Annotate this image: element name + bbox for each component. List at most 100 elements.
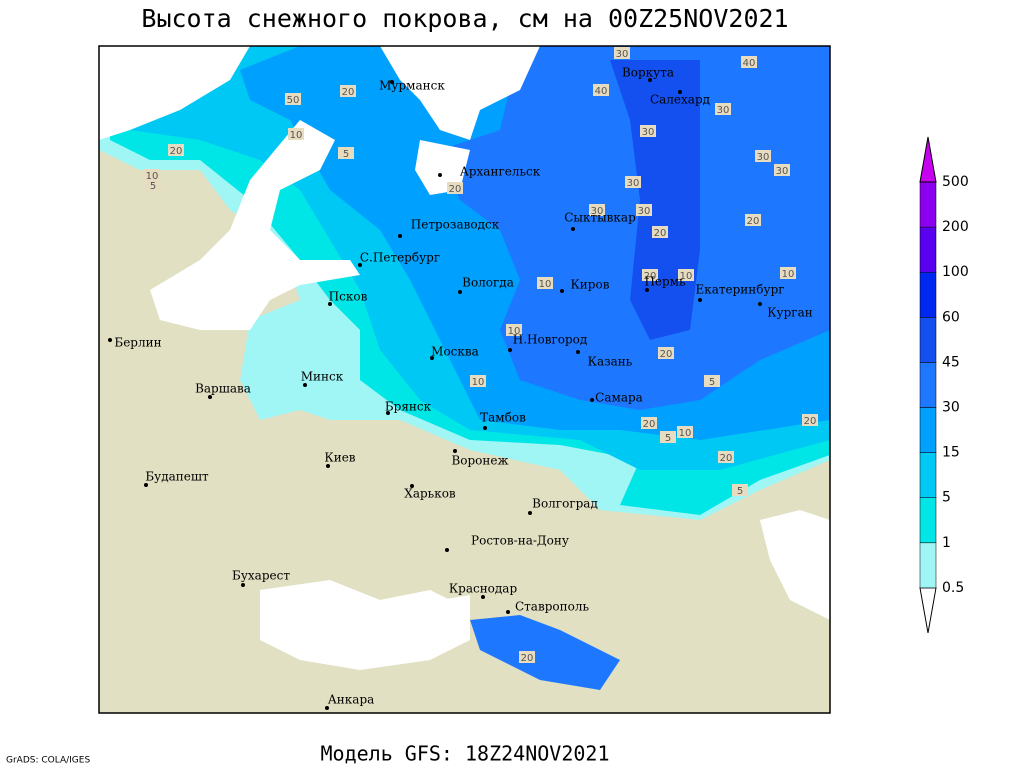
- city-dot: [648, 78, 652, 82]
- city-dot: [453, 449, 457, 453]
- legend-label: 0.5: [942, 580, 964, 596]
- contour-label: 30: [642, 127, 655, 138]
- contour-label-box: [678, 269, 694, 281]
- city-label: Пермь: [644, 275, 686, 289]
- city-dot: [678, 90, 682, 94]
- contour-label-box: [802, 414, 818, 426]
- city-dot: [325, 706, 329, 710]
- contour-label-box: [658, 347, 674, 359]
- city-label: Тамбов: [480, 411, 526, 425]
- city-label: Вологда: [462, 276, 514, 290]
- legend-label: 45: [942, 354, 960, 370]
- contour-label-box: [145, 179, 161, 191]
- city-label: Архангельск: [460, 165, 541, 179]
- contour-label: 30: [757, 152, 770, 163]
- city-dot: [483, 426, 487, 430]
- contour-label: 5: [665, 433, 671, 444]
- legend-label: 30: [942, 400, 960, 416]
- city-dot: [358, 263, 362, 267]
- legend-swatch: [919, 452, 937, 498]
- city-dot: [576, 350, 580, 354]
- city-dot: [590, 398, 594, 402]
- legend-swatch: [919, 542, 937, 589]
- city-label: Ростов-на-Дону: [471, 534, 569, 548]
- legend-swatch: [919, 407, 937, 453]
- credit: GrADS: COLA/IGES: [6, 756, 90, 766]
- map-frame: [98, 45, 831, 714]
- city-label: Краснодар: [449, 582, 518, 596]
- city-dot: [645, 288, 649, 292]
- city-dot: [481, 595, 485, 599]
- contour-label-box: [506, 324, 522, 336]
- contour-label: 30: [717, 105, 730, 116]
- city-dot: [571, 227, 575, 231]
- contour-label: 5: [343, 149, 349, 160]
- city-dot: [241, 583, 245, 587]
- legend-swatch: [919, 362, 937, 408]
- city-dot: [430, 356, 434, 360]
- contour-label-box: [745, 214, 761, 226]
- contour-label-box: [704, 375, 720, 387]
- title: Высота снежного покрова, см на 00Z25NOV2…: [141, 4, 788, 33]
- contour-label-box: [641, 417, 657, 429]
- legend-swatch: [919, 181, 937, 228]
- city-label: Киров: [571, 278, 610, 292]
- city-label: Москва: [431, 345, 479, 359]
- contour-label-box: [677, 426, 693, 438]
- contour-label-box: [755, 150, 771, 162]
- contour-label: 30: [638, 206, 651, 217]
- legend-swatch: [919, 271, 937, 318]
- contour-label-box: [144, 169, 160, 181]
- contour-label: 5: [737, 486, 743, 497]
- city-label: Самара: [595, 391, 643, 405]
- legend-label: 5: [942, 490, 951, 506]
- contour-label: 50: [287, 95, 300, 106]
- city-label: Курган: [767, 306, 812, 320]
- city-label: Харьков: [404, 487, 456, 501]
- contour-label-box: [652, 226, 668, 238]
- city-label: Анкара: [328, 693, 375, 707]
- city-label: Варшава: [195, 382, 251, 396]
- contour-label-box: [168, 144, 184, 156]
- contour-label: 20: [643, 419, 656, 430]
- city-dot: [410, 484, 414, 488]
- contour-label: 30: [776, 166, 789, 177]
- contour-label-box: [288, 128, 304, 140]
- contour-label-box: [470, 375, 486, 387]
- contour-label: 10: [146, 171, 159, 182]
- city-label: Бухарест: [232, 569, 290, 583]
- city-dot: [506, 610, 510, 614]
- city-label: Воронеж: [451, 454, 508, 468]
- city-label: Воркута: [622, 66, 674, 80]
- city-label: Сыктывкар: [564, 211, 636, 225]
- contour-label: 5: [150, 181, 156, 192]
- legend-label: 500: [942, 174, 969, 190]
- city-dot: [698, 298, 702, 302]
- contour-label: 20: [747, 216, 760, 227]
- legend-arrow-high: [919, 136, 937, 183]
- city-label: Мурманск: [379, 79, 445, 93]
- city-dot: [508, 348, 512, 352]
- city-dot: [390, 80, 394, 84]
- contour-label: 20: [521, 653, 534, 664]
- city-label: Псков: [329, 290, 368, 304]
- contour-label: 20: [342, 87, 355, 98]
- contour-label-box: [718, 451, 734, 463]
- legend-label: 1: [942, 535, 951, 551]
- subtitle: Модель GFS: 18Z24NOV2021: [321, 742, 610, 766]
- contour-label-box: [625, 176, 641, 188]
- contour-label: 20: [449, 184, 462, 195]
- city-dot: [208, 395, 212, 399]
- contour-label: 20: [720, 453, 733, 464]
- contour-label: 20: [170, 146, 183, 157]
- city-labels: Мурманск Воркута Салехард Архангельск Сыктыв…: [108, 66, 813, 710]
- contour-label-box: [537, 277, 553, 289]
- city-label: Салехард: [650, 93, 710, 107]
- legend-swatch: [919, 497, 937, 544]
- contour-label-box: [636, 204, 652, 216]
- city-label: Волгоград: [532, 497, 598, 511]
- city-label: Ставрополь: [515, 600, 589, 614]
- contour-label-box: [640, 125, 656, 137]
